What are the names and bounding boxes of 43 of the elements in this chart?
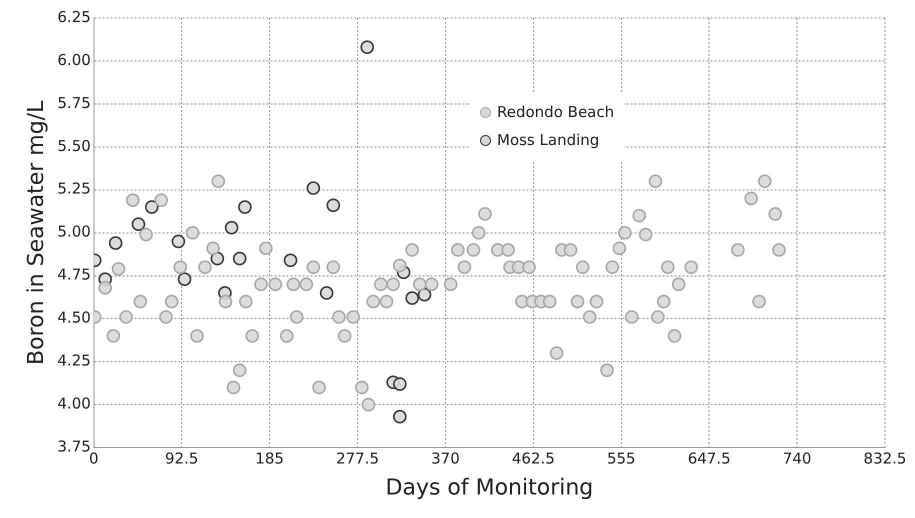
legend-label: Moss Landing (497, 131, 600, 149)
x-tick-label: 740 (782, 449, 812, 468)
point (238, 200, 252, 214)
x-tick-label: 462.5 (512, 449, 555, 468)
y-tick-label: 4.00 (57, 394, 91, 413)
point (405, 291, 419, 305)
y-tick-label: 6.25 (57, 8, 91, 26)
point (284, 253, 298, 268)
point (306, 181, 320, 195)
x-tick-label: 832.5 (864, 449, 906, 468)
y-tick-label: 6.00 (57, 50, 91, 69)
x-tick-label: 555 (606, 449, 636, 468)
point (320, 286, 334, 300)
y-axis-title: Boron in Seawater mg/L (24, 100, 49, 365)
point (418, 288, 432, 302)
point (172, 234, 186, 248)
x-tick-label: 0 (89, 449, 99, 468)
x-tick-label: 92.5 (165, 449, 198, 468)
y-tick-label: 4.75 (57, 266, 91, 284)
point (393, 377, 407, 391)
x-axis-title: Days of Monitoring (386, 476, 594, 501)
point (108, 236, 122, 250)
y-tick-label: 5.50 (57, 136, 91, 155)
y-tick-label: 4.25 (57, 352, 91, 370)
point (132, 217, 146, 232)
x-tick-label: 185 (255, 449, 284, 468)
point (326, 198, 340, 212)
point (393, 410, 407, 424)
y-tick-label: 4.50 (57, 308, 91, 327)
x-tick-label: 370 (431, 449, 460, 468)
point (224, 220, 238, 234)
y-tick-label: 5.00 (57, 222, 91, 241)
x-tick-label: 647.5 (688, 449, 731, 468)
point (232, 252, 246, 266)
point (144, 200, 159, 214)
point (178, 272, 192, 286)
point (360, 40, 374, 54)
y-tick-label: 5.25 (57, 180, 91, 198)
legend-label: Redondo Beach (497, 103, 614, 121)
y-tick-label: 3.75 (57, 437, 91, 456)
point (210, 252, 224, 266)
x-tick-label: 277.5 (336, 449, 380, 468)
y-tick-label: 5.75 (57, 94, 91, 112)
